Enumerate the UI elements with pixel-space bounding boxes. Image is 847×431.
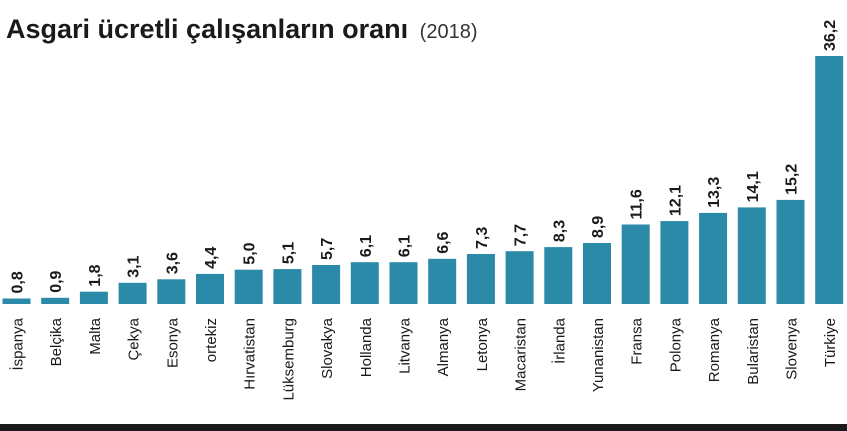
category-label: Almanya: [435, 317, 452, 376]
value-label: 5,0: [242, 242, 259, 264]
value-label: 6,1: [358, 235, 375, 257]
category-label: Macaristan: [513, 318, 530, 391]
bar: [428, 258, 457, 304]
category-label: Fransa: [629, 317, 646, 364]
category-label: İspanya: [9, 317, 27, 370]
value-label: 8,9: [590, 216, 607, 238]
bar: [41, 297, 70, 304]
category-label: Bularistan: [745, 318, 762, 385]
value-label: 0,9: [48, 270, 65, 292]
category-label: Belçika: [48, 317, 65, 366]
value-label: 13,3: [706, 177, 723, 208]
category-label: Slovakya: [319, 317, 336, 379]
bar: [621, 224, 650, 304]
bar: [699, 212, 728, 304]
value-label: 4,4: [203, 247, 220, 269]
value-label: 12,1: [667, 185, 684, 216]
value-label: 0,8: [10, 271, 27, 293]
bar: [79, 291, 108, 304]
bar: [157, 279, 186, 304]
bottom-rule: [0, 424, 847, 431]
bar: [118, 282, 147, 304]
value-label: 14,1: [745, 171, 762, 202]
value-label: 7,3: [474, 227, 491, 249]
value-label: 3,6: [164, 252, 181, 274]
bar: [505, 251, 534, 304]
category-label: İrlanda: [550, 317, 568, 364]
bar: [544, 247, 573, 304]
value-label: 1,8: [87, 264, 104, 286]
category-label: Yunanistan: [590, 318, 607, 392]
category-label: Hollanda: [358, 317, 375, 377]
category-label: Romanya: [706, 317, 723, 382]
bar: [2, 298, 31, 304]
value-label: 15,2: [784, 164, 801, 195]
title-text: Asgari ücretli çalışanların oranı: [6, 14, 409, 44]
bar: [466, 254, 495, 304]
bar: [350, 262, 379, 304]
bar: [737, 207, 766, 304]
value-label: 6,1: [397, 235, 414, 257]
category-label: Hırvatistan: [242, 318, 259, 390]
bar: [389, 262, 418, 304]
bar: [815, 56, 844, 304]
bar: [660, 221, 689, 304]
value-label: 5,1: [280, 242, 297, 264]
category-label: Letonya: [474, 317, 491, 371]
value-label: 7,7: [513, 224, 530, 246]
value-label: 6,6: [435, 231, 452, 253]
chart-subtitle: (2018): [419, 21, 478, 43]
category-label: Polonya: [667, 317, 684, 372]
bar: [776, 199, 805, 304]
bar: [312, 265, 341, 304]
bar: [234, 269, 263, 304]
value-label: 3,1: [126, 255, 143, 277]
bar: [583, 243, 611, 304]
value-label: 36,2: [822, 20, 839, 51]
value-label: 11,6: [629, 189, 646, 219]
bar: [273, 269, 302, 304]
category-label: Esonya: [164, 317, 181, 368]
category-label: Malta: [87, 317, 104, 354]
category-label: Slovenya: [784, 317, 801, 379]
value-label: 5,7: [319, 238, 336, 260]
chart-title: Asgari ücretli çalışanların oranı (2018): [6, 14, 477, 45]
bar: [196, 273, 224, 304]
value-label: 8,3: [551, 220, 568, 242]
category-label: Litvanya: [397, 317, 414, 374]
category-label: Çekya: [126, 317, 143, 360]
category-label: ortekiz: [203, 318, 220, 362]
category-label: Lüksemburg: [280, 318, 297, 401]
category-label: Türkiye: [822, 318, 839, 367]
